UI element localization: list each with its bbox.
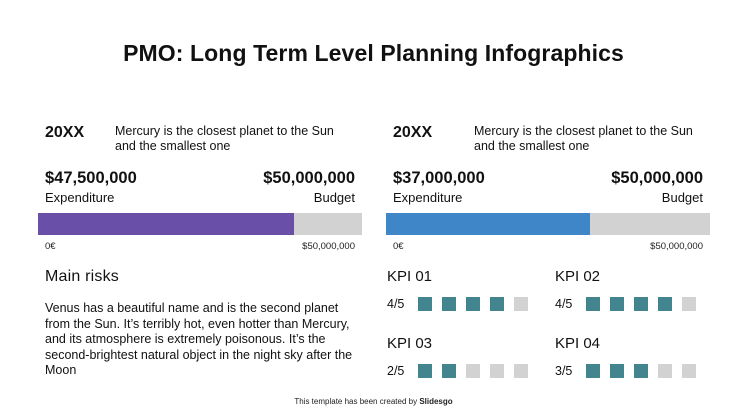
- right-expenditure-label: Expenditure: [393, 190, 463, 205]
- kpi-03-name: KPI 03: [387, 335, 433, 352]
- kpi-square-filled: [610, 364, 624, 378]
- kpi-square-filled: [586, 297, 600, 311]
- left-scale-min: 0€: [45, 241, 56, 252]
- left-budget-value: $50,000,000: [263, 169, 355, 187]
- kpi-01-score: 4/5: [387, 297, 405, 311]
- kpi-02-score: 4/5: [555, 297, 573, 311]
- kpi-square-filled: [658, 297, 672, 311]
- kpi-04-score: 3/5: [555, 364, 573, 378]
- kpi-square-filled: [466, 297, 480, 311]
- left-expenditure-value: $47,500,000: [45, 169, 137, 187]
- kpi-square-empty: [682, 297, 696, 311]
- kpi-square-empty: [514, 297, 528, 311]
- kpi-03-rating: [418, 362, 528, 380]
- kpi-square-filled: [442, 364, 456, 378]
- right-budget-value: $50,000,000: [611, 169, 703, 187]
- kpi-square-filled: [634, 364, 648, 378]
- left-budget-label: Budget: [313, 190, 355, 205]
- kpi-04-name: KPI 04: [555, 335, 601, 352]
- kpi-01-name: KPI 01: [387, 268, 433, 285]
- kpi-square-filled: [586, 364, 600, 378]
- kpi-02-name: KPI 02: [555, 268, 601, 285]
- kpi-01-rating: [418, 295, 528, 313]
- right-expenditure-value: $37,000,000: [393, 169, 485, 187]
- right-budget-label: Budget: [661, 190, 703, 205]
- kpi-square-empty: [682, 364, 696, 378]
- kpi-02-rating: [586, 295, 696, 313]
- kpi-04-rating: [586, 362, 696, 380]
- footer-brand: Slidesgo: [419, 397, 453, 406]
- kpi-square-filled: [610, 297, 624, 311]
- footer-prefix: This template has been created by: [294, 397, 420, 406]
- kpi-square-filled: [418, 297, 432, 311]
- kpi-square-empty: [466, 364, 480, 378]
- main-risks-text: Venus has a beautiful name and is the se…: [45, 301, 353, 377]
- left-budget-bar: [38, 213, 362, 235]
- right-description: Mercury is the closest planet to the Sun…: [474, 124, 693, 153]
- left-budget-bar-fill: [38, 213, 294, 235]
- left-year: 20XX: [45, 124, 85, 141]
- right-budget-bar-fill: [386, 213, 591, 235]
- kpi-square-filled: [490, 297, 504, 311]
- kpi-square-empty: [490, 364, 504, 378]
- right-scale-min: 0€: [393, 241, 404, 252]
- left-scale-max: $50,000,000: [302, 241, 355, 252]
- kpi-square-empty: [514, 364, 528, 378]
- right-scale-max: $50,000,000: [650, 241, 703, 252]
- main-risks-heading: Main risks: [45, 268, 120, 285]
- page-title: PMO: Long Term Level Planning Infographi…: [123, 40, 624, 66]
- left-expenditure-label: Expenditure: [45, 190, 115, 205]
- kpi-square-filled: [442, 297, 456, 311]
- footer-credit: This template has been created by Slides…: [0, 397, 747, 406]
- left-description: Mercury is the closest planet to the Sun…: [115, 124, 334, 153]
- kpi-square-filled: [634, 297, 648, 311]
- right-budget-bar: [386, 213, 710, 235]
- kpi-square-empty: [658, 364, 672, 378]
- right-year: 20XX: [393, 124, 433, 141]
- kpi-03-score: 2/5: [387, 364, 405, 378]
- kpi-square-filled: [418, 364, 432, 378]
